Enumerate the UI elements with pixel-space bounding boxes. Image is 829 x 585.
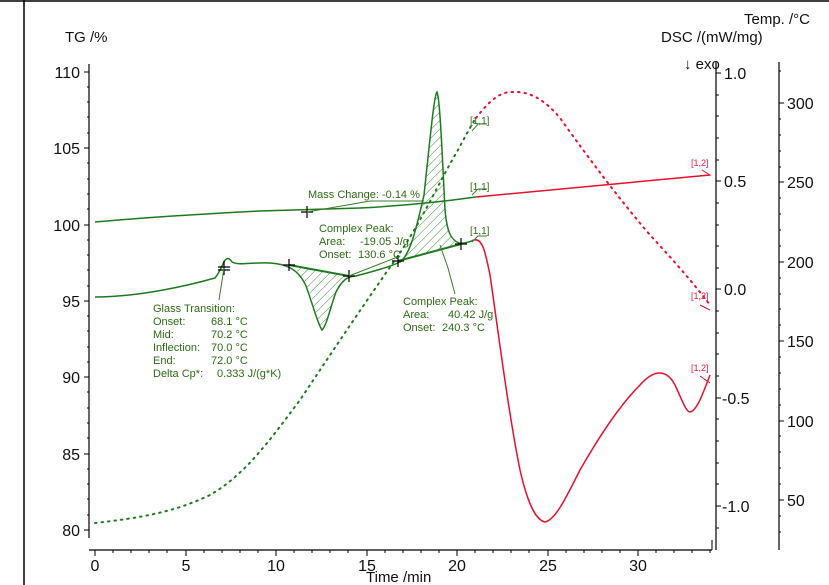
dsc-axis: 1.0 0.5 0.0 -0.5 -1.0	[715, 62, 750, 550]
mass-change-annotation: Mass Change: -0.14 %	[308, 189, 420, 201]
temp-tick-100: 100	[787, 414, 814, 431]
svg-text:68.1 °C: 68.1 °C	[211, 316, 248, 328]
svg-text:Onset:: Onset:	[403, 322, 435, 334]
tg-tick-80: 80	[62, 523, 80, 540]
segment-tag-tg-1-2: [1,2]	[691, 158, 709, 168]
dsc-axis-title: DSC /(mW/mg)	[661, 29, 763, 46]
temp-tick-250: 250	[787, 175, 814, 192]
svg-text:Complex Peak:: Complex Peak:	[403, 296, 478, 308]
time-axis: 0 5 10 15 20 25 30	[89, 540, 713, 575]
segment-tag-temp-1-1: [1,1]	[470, 116, 490, 127]
segment-tag-temp-1-2: [1,2]	[691, 291, 709, 301]
endo-peak-baseline	[288, 264, 350, 277]
dsc-tick-0.0: 0.0	[724, 282, 746, 299]
svg-text:Glass Transition:: Glass Transition:	[153, 303, 235, 315]
tg-tick-100: 100	[53, 218, 80, 235]
dsc-tick-minus-0.5: -0.5	[722, 391, 750, 408]
svg-text:Delta Cp*:: Delta Cp*:	[153, 368, 203, 380]
tg-tick-105: 105	[53, 141, 80, 158]
temp-tick-50: 50	[787, 493, 805, 510]
tg-tick-110: 110	[54, 65, 80, 82]
annotation-leaders	[218, 123, 487, 301]
svg-text:Onset:: Onset:	[153, 316, 185, 328]
glass-transition-annotation: Glass Transition: Onset: 68.1 °C Mid: 70…	[153, 303, 281, 380]
svg-text:0.333 J/(g*K): 0.333 J/(g*K)	[217, 368, 281, 380]
x-tick-25: 25	[539, 558, 557, 575]
tg-tick-90: 90	[62, 370, 80, 387]
svg-text:Area:: Area:	[403, 309, 429, 321]
svg-text:240.3 °C: 240.3 °C	[442, 322, 485, 334]
x-tick-0: 0	[91, 558, 100, 575]
complex-peak-1-annotation: Complex Peak: Area: -19.05 J/g Onset: 13…	[319, 223, 409, 261]
svg-text:130.6 °C: 130.6 °C	[358, 249, 401, 261]
dsc-tick-0.5: 0.5	[724, 174, 746, 191]
endo-peak-area	[289, 265, 349, 330]
temp-curve-red	[475, 90, 711, 306]
segment-tag-dsc-1-2: [1,2]	[691, 363, 709, 373]
exo-peak-baseline	[397, 243, 462, 262]
dsc-tick-minus-1.0: -1.0	[722, 499, 750, 516]
tg-axis: 110 105 100 95 90 85 80	[53, 64, 90, 540]
tg-tick-85: 85	[62, 447, 80, 464]
svg-text:Complex Peak:: Complex Peak:	[319, 223, 394, 235]
x-tick-10: 10	[267, 558, 285, 575]
segment-tag-tg-1-1: [1,1]	[470, 182, 490, 193]
tg-tick-95: 95	[62, 294, 80, 311]
svg-text:-19.05 J/g: -19.05 J/g	[360, 236, 409, 248]
x-tick-20: 20	[448, 558, 466, 575]
x-tick-30: 30	[629, 558, 647, 575]
temp-axis: 300 250 200 150 100 50	[778, 62, 814, 550]
svg-text:70.0 °C: 70.0 °C	[211, 342, 248, 354]
dsc-tick-1.0: 1.0	[724, 66, 746, 83]
tg-curve-red	[475, 174, 711, 198]
svg-text:Mid:: Mid:	[153, 329, 174, 341]
svg-text:40.42 J/g: 40.42 J/g	[448, 309, 493, 321]
temp-tick-300: 300	[787, 96, 814, 113]
temp-axis-title: Temp. /°C	[744, 11, 810, 28]
svg-text:72.0 °C: 72.0 °C	[211, 355, 248, 367]
exo-direction-label: ↓ exo	[684, 56, 720, 73]
complex-peak-2-annotation: Complex Peak: Area: 40.42 J/g Onset: 240…	[403, 296, 493, 334]
temp-tick-200: 200	[787, 255, 814, 272]
x-tick-15: 15	[358, 558, 376, 575]
svg-text:Area:: Area:	[319, 236, 345, 248]
x-tick-5: 5	[182, 558, 191, 575]
segment-tag-dsc-1-1: [1,1]	[470, 226, 490, 237]
tg-curve-green	[94, 196, 477, 223]
red-tag-leaders	[698, 169, 712, 384]
x-axis-title: Time /min	[366, 569, 431, 585]
dsc-curve-red	[473, 239, 711, 523]
temp-tick-150: 150	[787, 334, 814, 351]
svg-text:Inflection:: Inflection:	[153, 342, 200, 354]
svg-text:End:: End:	[153, 355, 176, 367]
exo-peak-area	[398, 92, 461, 261]
tg-axis-title: TG /%	[65, 29, 108, 46]
svg-text:Onset:: Onset:	[319, 249, 351, 261]
temp-curve-green	[94, 117, 477, 524]
svg-text:70.2 °C: 70.2 °C	[211, 329, 248, 341]
